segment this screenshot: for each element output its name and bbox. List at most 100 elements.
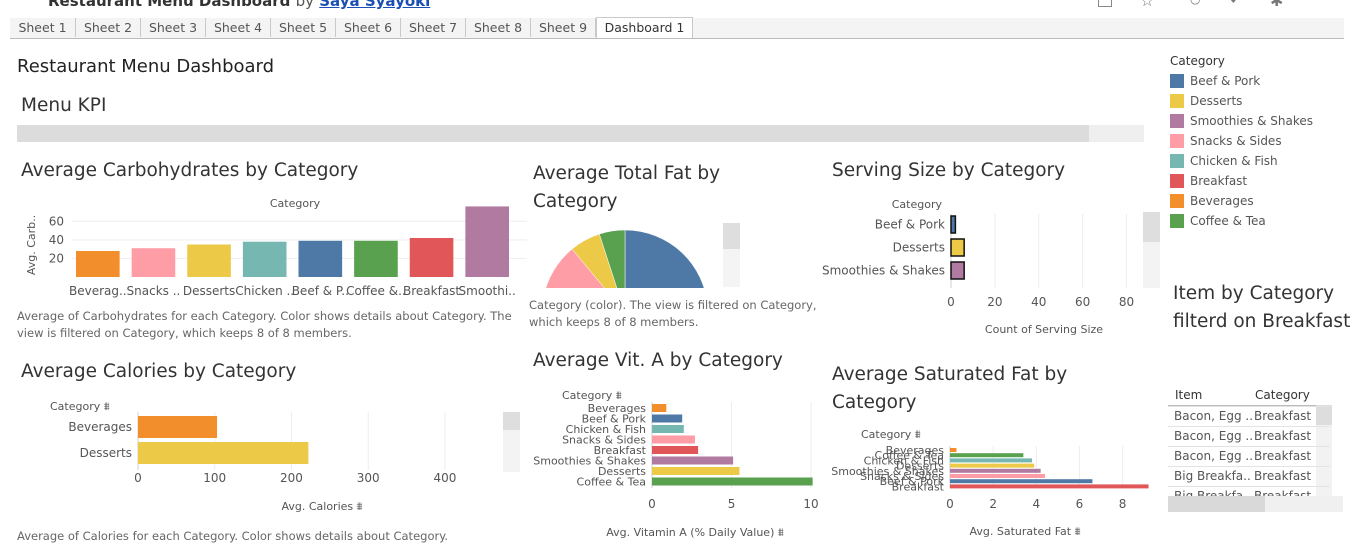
fat-slice [599, 229, 626, 288]
serving-bar [950, 238, 965, 257]
tab-sheet-4[interactable]: Sheet 4 [206, 18, 271, 37]
serving-xlabel: Count of Serving Size [985, 323, 1103, 336]
tab-sheet-5[interactable]: Sheet 5 [271, 18, 336, 37]
category-cell: Breakfast [1254, 429, 1312, 443]
serving-chart-title: Serving Size by Category [832, 160, 1066, 181]
carbs-bar [465, 206, 509, 277]
sheet-tabs: Sheet 1 Sheet 2 Sheet 3 Sheet 4 Sheet 5 Sheet… [10, 17, 1344, 39]
satfat-xtick: 4 [1032, 497, 1040, 511]
tab-sheet-6[interactable]: Sheet 6 [336, 18, 401, 37]
tab-sheet-7[interactable]: Sheet 7 [401, 18, 466, 37]
legend-item[interactable]: Beverages [1170, 191, 1340, 211]
carbs-xtick: Beverag.. [69, 284, 127, 298]
table-row[interactable]: Big Breakfa.. Breakfast [1168, 466, 1330, 486]
fat-pie [545, 229, 705, 288]
satfat-ylabel: Breakfast [892, 480, 945, 493]
category-legend: Category Beef & Pork Desserts Smoothies & … [1170, 54, 1340, 231]
star-icon[interactable]: ☆ [1140, 0, 1155, 10]
calories-xlabel: Avg. Calories ⩩ [281, 500, 362, 513]
table-vscroll-track [1316, 425, 1332, 496]
legend-item[interactable]: Desserts [1170, 91, 1340, 111]
serving-ylabel: Beef & Pork [875, 218, 945, 232]
satfat-bar [950, 458, 1032, 463]
legend-swatch [1170, 94, 1184, 108]
satfat-bar [950, 463, 1035, 468]
vita-ylabel: Beef & Pork [582, 413, 647, 426]
legend-swatch [1170, 74, 1184, 88]
carbs-ytick: 20 [49, 251, 64, 265]
table-row[interactable]: Bacon, Egg .. Breakfast [1168, 426, 1330, 446]
vita-header: Category ⩩ [562, 389, 622, 402]
tab-sheet-2[interactable]: Sheet 2 [76, 18, 141, 37]
serving-xtick: 40 [1031, 295, 1046, 309]
serving-xtick: 0 [947, 295, 955, 309]
tab-sheet-1[interactable]: Sheet 1 [10, 18, 76, 37]
carbs-xtick: Breakfast [403, 284, 460, 298]
carbs-caption: Average of Carbohydrates for each Catego… [17, 309, 512, 340]
legend-items: Beef & Pork Desserts Smoothies & Shakes Sna… [1170, 71, 1340, 231]
calories-xtick: 0 [134, 471, 142, 485]
category-cell: Breakfast [1254, 489, 1312, 496]
item-cell: Big Breakfa.. [1174, 469, 1251, 483]
item-col-header[interactable]: Item [1175, 388, 1203, 402]
tab-sheet-3[interactable]: Sheet 3 [141, 18, 206, 37]
vita-xtick: 10 [803, 497, 818, 511]
legend-item[interactable]: Beef & Pork [1170, 71, 1340, 91]
fat-chart-title: Average Total Fat by Category [533, 163, 721, 212]
satfat-ylabel: Coffee & Tea [875, 449, 944, 462]
table-row[interactable]: Big Breakfa.. Breakfast [1168, 486, 1330, 496]
satfat-xtick: 0 [946, 497, 954, 511]
vita-bar [652, 446, 699, 454]
author-link[interactable]: Saya Syayoki [319, 0, 431, 10]
table-hscroll[interactable] [1168, 496, 1265, 512]
category-col-header[interactable]: Category [1255, 388, 1310, 402]
tab-sheet-9[interactable]: Sheet 9 [531, 18, 596, 37]
table-vscroll[interactable] [1316, 405, 1332, 425]
calories-scroll-thumb [503, 412, 520, 430]
download-icon[interactable] [1098, 0, 1112, 7]
vita-bar [652, 456, 734, 465]
legend-swatch [1170, 114, 1184, 128]
carbs-bar [131, 248, 176, 277]
calories-xtick: 100 [203, 471, 226, 485]
share-icon[interactable]: ✱ [1270, 0, 1284, 10]
calories-xtick: 300 [357, 471, 380, 485]
dashboard-title: Restaurant Menu Dashboard [17, 56, 275, 77]
carbs-xtick: Desserts [183, 284, 235, 298]
top-bar: Restaurant Menu Dashboard by Saya Syayok… [0, 0, 1360, 18]
legend-label: Snacks & Sides [1190, 134, 1282, 148]
satfat-xtick: 8 [1119, 497, 1127, 511]
serving-ylabel: Desserts [893, 241, 945, 255]
vita-ylabel: Desserts [598, 465, 646, 478]
vita-ylabel: Coffee & Tea [577, 476, 646, 489]
satfat-ylabel: Beverages [886, 444, 945, 457]
table-row[interactable]: Bacon, Egg .. Breakfast [1168, 446, 1330, 466]
satfat-xlabel: Avg. Saturated Fat ⩩ [970, 525, 1081, 538]
by-text: by [295, 0, 315, 10]
item-table: Item Category Bacon, Egg .. Breakfast Baco… [1168, 386, 1332, 496]
calories-ylabel: Beverages [68, 420, 132, 434]
legend-label: Beverages [1190, 194, 1254, 208]
legend-label: Smoothies & Shakes [1190, 114, 1313, 128]
heart-icon[interactable]: ♥ [1228, 0, 1239, 6]
legend-item[interactable]: Smoothies & Shakes [1170, 111, 1340, 131]
kpi-scrollbar[interactable] [17, 125, 1089, 142]
carbs-bar [187, 244, 231, 277]
legend-item[interactable]: Chicken & Fish [1170, 151, 1340, 171]
legend-item[interactable]: Breakfast [1170, 171, 1340, 191]
satfat-bar [950, 453, 1024, 458]
legend-item[interactable]: Coffee & Tea [1170, 211, 1340, 231]
satfat-chart-title: Average Saturated Fat by Category [832, 364, 1068, 413]
item-cell: Bacon, Egg .. [1174, 449, 1254, 463]
tab-dashboard-1[interactable]: Dashboard 1 [596, 17, 693, 38]
item-cell: Big Breakfa.. [1174, 489, 1251, 496]
viz-title-text: Restaurant Menu Dashboard [48, 0, 291, 10]
satfat-ylabel: Beef & Pork [880, 475, 945, 488]
vita-bar [652, 435, 695, 444]
table-row[interactable]: Bacon, Egg .. Breakfast [1168, 406, 1330, 426]
legend-label: Coffee & Tea [1190, 214, 1266, 228]
viz-title: Restaurant Menu Dashboard by Saya Syayok… [48, 0, 430, 10]
carbs-ylabel: Avg. Carb.. [25, 215, 38, 275]
legend-item[interactable]: Snacks & Sides [1170, 131, 1340, 151]
tab-sheet-8[interactable]: Sheet 8 [466, 18, 531, 37]
